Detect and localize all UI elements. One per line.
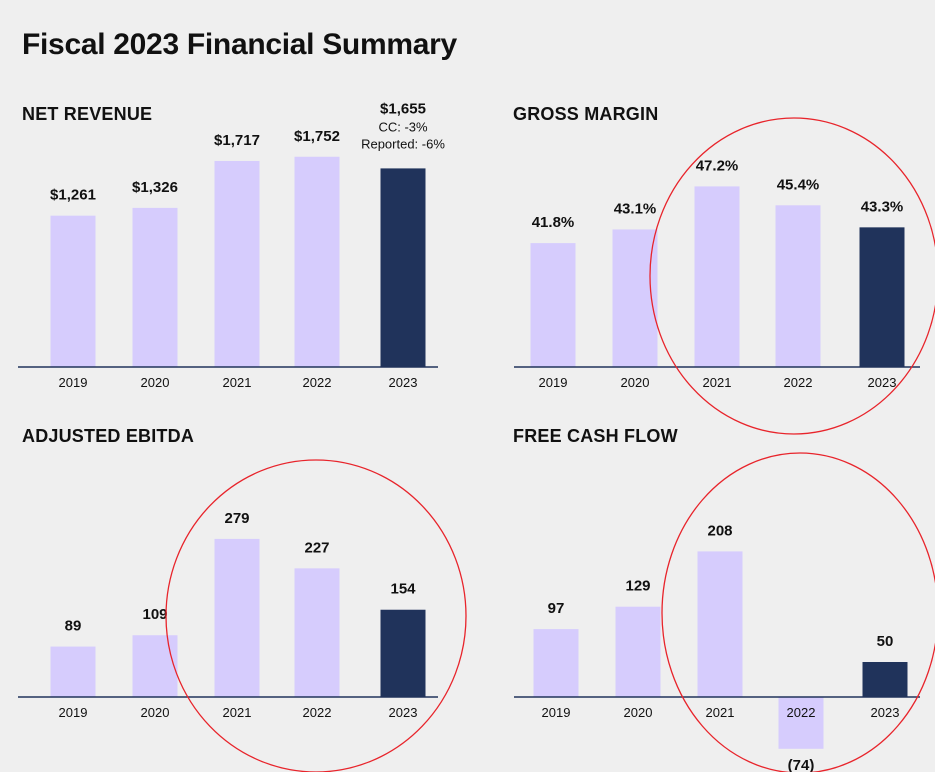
free-cash-flow-title: FREE CASH FLOW	[513, 426, 678, 446]
net-revenue-value-label: $1,655	[380, 100, 426, 117]
gross-margin-value-label: 43.3%	[861, 198, 904, 215]
adjusted-ebitda-bar-2021	[214, 538, 260, 697]
free-cash-flow-tick-label: 2023	[871, 705, 900, 720]
free-cash-flow-highlight-circle	[661, 452, 935, 772]
free-cash-flow-bar-2023	[862, 662, 908, 697]
free-cash-flow-bar-2022	[778, 697, 824, 749]
page-title: Fiscal 2023 Financial Summary	[22, 28, 457, 61]
net-revenue-value-label: $1,326	[132, 179, 178, 196]
adjusted-ebitda-title: ADJUSTED EBITDA	[22, 426, 195, 446]
net-revenue-annotation: Reported: -6%	[361, 136, 445, 151]
gross-margin-bar-2020	[612, 229, 658, 367]
gross-margin-tick-label: 2023	[868, 375, 897, 390]
net-revenue-tick-label: 2022	[303, 375, 332, 390]
net-revenue-annotation: CC: -3%	[378, 119, 428, 134]
adjusted-ebitda-tick-label: 2021	[223, 705, 252, 720]
net-revenue-bar-2019	[50, 215, 96, 367]
gross-margin-value-label: 41.8%	[532, 214, 575, 231]
net-revenue-tick-label: 2023	[389, 375, 418, 390]
free-cash-flow-value-label: 50	[877, 633, 894, 650]
adjusted-ebitda-value-label: 89	[65, 618, 82, 635]
gross-margin-bar-2023	[859, 227, 905, 367]
free-cash-flow-value-label: 208	[707, 522, 732, 539]
free-cash-flow-bar-2021	[697, 551, 743, 697]
adjusted-ebitda-bar-2022	[294, 568, 340, 697]
net-revenue-tick-label: 2021	[223, 375, 252, 390]
gross-margin-bar-2019	[530, 243, 576, 367]
net-revenue-title: NET REVENUE	[22, 104, 153, 124]
adjusted-ebitda-bar-2019	[50, 646, 96, 697]
net-revenue-bar-2023	[380, 168, 426, 367]
free-cash-flow-tick-label: 2022	[787, 705, 816, 720]
adjusted-ebitda-value-label: 279	[224, 510, 249, 527]
adjusted-ebitda-bar-2023	[380, 609, 426, 697]
net-revenue-tick-label: 2020	[141, 375, 170, 390]
adjusted-ebitda-tick-label: 2023	[389, 705, 418, 720]
gross-margin-bar-2022	[775, 205, 821, 367]
adjusted-ebitda-value-label: 109	[142, 606, 167, 623]
gross-margin-tick-label: 2019	[539, 375, 568, 390]
adjusted-ebitda-bar-2020	[132, 635, 178, 697]
gross-margin-highlight-circle	[649, 117, 935, 435]
adjusted-ebitda-tick-label: 2019	[59, 705, 88, 720]
net-revenue-value-label: $1,261	[50, 187, 96, 204]
adjusted-ebitda-tick-label: 2022	[303, 705, 332, 720]
net-revenue-bar-2020	[132, 207, 178, 367]
free-cash-flow-tick-label: 2020	[624, 705, 653, 720]
gross-margin-value-label: 43.1%	[614, 200, 657, 217]
gross-margin-value-label: 45.4%	[777, 176, 820, 193]
adjusted-ebitda-highlight-circle	[165, 459, 467, 772]
net-revenue-value-label: $1,752	[294, 128, 340, 145]
net-revenue-tick-label: 2019	[59, 375, 88, 390]
net-revenue-bar-2022	[294, 156, 340, 367]
net-revenue-bar-2021	[214, 160, 260, 367]
free-cash-flow-bar-2020	[615, 606, 661, 697]
gross-margin-bar-2021	[694, 186, 740, 367]
gross-margin-tick-label: 2021	[703, 375, 732, 390]
gross-margin-tick-label: 2022	[784, 375, 813, 390]
adjusted-ebitda-value-label: 227	[304, 539, 329, 556]
gross-margin-title: GROSS MARGIN	[513, 104, 659, 124]
gross-margin-value-label: 47.2%	[696, 157, 739, 174]
free-cash-flow-tick-label: 2021	[706, 705, 735, 720]
free-cash-flow-tick-label: 2019	[542, 705, 571, 720]
adjusted-ebitda-tick-label: 2020	[141, 705, 170, 720]
gross-margin-tick-label: 2020	[621, 375, 650, 390]
free-cash-flow-value-label: (74)	[788, 757, 815, 772]
free-cash-flow-bar-2019	[533, 629, 579, 697]
free-cash-flow-value-label: 129	[625, 578, 650, 595]
adjusted-ebitda-value-label: 154	[390, 581, 416, 598]
net-revenue-value-label: $1,717	[214, 132, 260, 149]
free-cash-flow-value-label: 97	[548, 600, 565, 617]
